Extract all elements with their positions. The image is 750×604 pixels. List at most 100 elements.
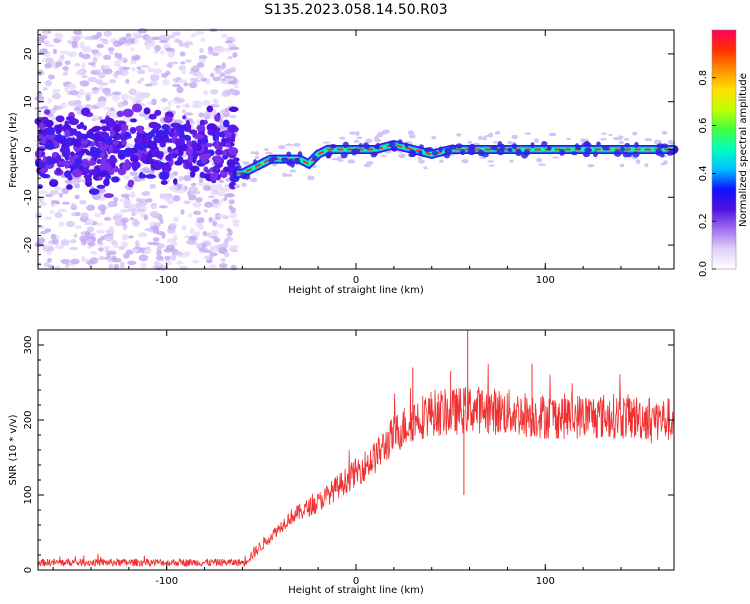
colorbar: 0.0 0.2 0.4 0.6 0.8 Normalized spectral ampl… bbox=[698, 29, 749, 277]
noise-blob bbox=[38, 190, 48, 195]
noise-blob bbox=[73, 29, 82, 36]
band-blob bbox=[65, 115, 75, 121]
noise-blob bbox=[93, 69, 102, 73]
noise-blob bbox=[44, 62, 52, 69]
band-blob bbox=[99, 141, 104, 151]
halo-blob bbox=[264, 151, 273, 155]
halo-blob bbox=[374, 138, 382, 143]
spectrogram-y-tick-label: 0 bbox=[23, 146, 34, 152]
noise-blob bbox=[54, 265, 61, 272]
halo-blob bbox=[349, 131, 357, 135]
noise-blob bbox=[53, 185, 62, 191]
spectrogram-y-tick-label: -20 bbox=[23, 237, 34, 253]
track-blob bbox=[490, 146, 498, 151]
noise-blob bbox=[233, 221, 240, 228]
halo-blob bbox=[439, 159, 444, 164]
noise-blob bbox=[91, 49, 100, 54]
noise-blob bbox=[228, 205, 233, 210]
noise-blob bbox=[131, 67, 136, 72]
noise-blob bbox=[181, 224, 187, 231]
noise-blob bbox=[220, 72, 226, 77]
noise-blob bbox=[229, 211, 238, 219]
noise-blob bbox=[198, 58, 206, 64]
noise-blob bbox=[170, 254, 177, 261]
band-blob bbox=[80, 107, 91, 117]
track-blob bbox=[656, 143, 665, 150]
band-blob bbox=[39, 122, 45, 131]
band-blob bbox=[158, 129, 165, 137]
band-blob bbox=[137, 150, 142, 160]
halo-blob bbox=[511, 134, 519, 139]
noise-blob bbox=[160, 264, 167, 272]
noise-blob bbox=[81, 46, 92, 53]
noise-blob bbox=[132, 248, 138, 253]
noise-blob bbox=[108, 263, 114, 270]
noise-blob bbox=[61, 201, 71, 205]
halo-blob bbox=[613, 136, 620, 141]
track-blob bbox=[634, 141, 639, 148]
band-blob bbox=[73, 145, 80, 152]
noise-blob bbox=[167, 100, 173, 107]
halo-blob bbox=[608, 133, 613, 136]
noise-blob bbox=[119, 261, 125, 269]
band-blob bbox=[129, 118, 137, 123]
noise-blob bbox=[43, 262, 50, 268]
noise-blob bbox=[192, 201, 202, 208]
halo-blob bbox=[282, 172, 287, 177]
track-blob bbox=[583, 140, 590, 147]
noise-blob bbox=[156, 266, 162, 271]
noise-blob bbox=[144, 45, 151, 51]
noise-blob bbox=[195, 197, 203, 203]
noise-blob bbox=[187, 213, 193, 218]
band-blob bbox=[98, 163, 109, 171]
noise-blob bbox=[83, 91, 93, 97]
band-blob bbox=[114, 165, 119, 173]
halo-blob bbox=[417, 156, 422, 161]
band-blob bbox=[228, 181, 237, 190]
halo-blob bbox=[644, 137, 653, 142]
noise-blob bbox=[136, 208, 147, 213]
noise-blob bbox=[191, 104, 199, 109]
noise-blob bbox=[103, 217, 112, 221]
noise-blob bbox=[114, 52, 120, 59]
noise-blob bbox=[74, 225, 82, 230]
noise-blob bbox=[180, 61, 186, 65]
spectrogram-x-tick-label: 100 bbox=[536, 275, 555, 286]
spectrogram-signal-track bbox=[232, 139, 679, 180]
halo-blob bbox=[254, 151, 259, 156]
halo-blob bbox=[456, 133, 462, 137]
noise-blob bbox=[69, 238, 77, 244]
noise-blob bbox=[195, 119, 201, 126]
noise-blob bbox=[103, 30, 112, 37]
halo-blob bbox=[492, 141, 498, 144]
noise-blob bbox=[184, 112, 194, 116]
noise-blob bbox=[181, 104, 190, 108]
noise-blob bbox=[68, 83, 75, 89]
band-blob bbox=[135, 125, 145, 132]
spectrogram-y-tick-label: -10 bbox=[23, 189, 34, 205]
halo-blob bbox=[635, 159, 641, 165]
band-blob bbox=[55, 115, 65, 123]
halo-blob bbox=[661, 130, 668, 135]
track-blob bbox=[342, 141, 349, 149]
band-blob bbox=[214, 114, 221, 122]
noise-blob bbox=[47, 74, 55, 80]
band-blob bbox=[96, 184, 106, 189]
band-blob bbox=[227, 147, 239, 156]
halo-blob bbox=[660, 162, 666, 166]
band-blob bbox=[212, 155, 223, 164]
noise-blob bbox=[164, 47, 175, 51]
noise-blob bbox=[96, 31, 103, 38]
noise-blob bbox=[228, 245, 237, 252]
noise-blob bbox=[167, 50, 175, 58]
noise-blob bbox=[74, 62, 81, 67]
band-blob bbox=[153, 135, 160, 143]
noise-blob bbox=[95, 222, 103, 227]
noise-blob bbox=[98, 247, 104, 252]
snr-background bbox=[38, 330, 674, 570]
halo-blob bbox=[264, 147, 269, 152]
noise-blob bbox=[97, 204, 107, 212]
noise-blob bbox=[42, 244, 51, 248]
halo-blob bbox=[375, 133, 384, 138]
track-blob bbox=[626, 152, 633, 158]
